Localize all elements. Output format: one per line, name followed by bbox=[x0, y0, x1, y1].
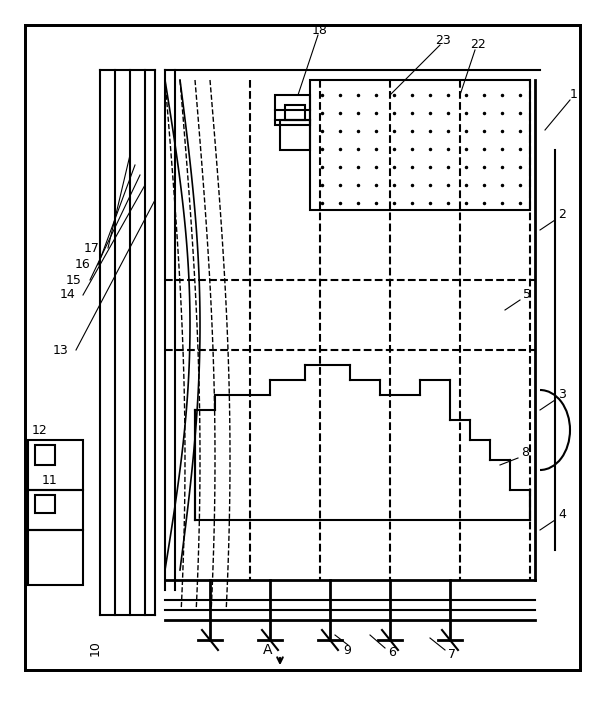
Text: 18: 18 bbox=[312, 23, 328, 37]
Bar bbox=[285, 105, 305, 120]
Text: 17: 17 bbox=[84, 242, 100, 254]
Bar bbox=[35, 445, 55, 465]
Text: A: A bbox=[263, 643, 272, 657]
Text: 22: 22 bbox=[470, 39, 486, 51]
Text: 1: 1 bbox=[570, 89, 578, 101]
Text: 13: 13 bbox=[52, 344, 68, 356]
Text: 5: 5 bbox=[523, 288, 531, 302]
Text: 2: 2 bbox=[558, 209, 566, 221]
Text: 7: 7 bbox=[448, 647, 456, 661]
Text: 12: 12 bbox=[32, 423, 48, 437]
Bar bbox=[275, 95, 310, 125]
Text: 23: 23 bbox=[435, 34, 451, 46]
Bar bbox=[310, 80, 530, 210]
Bar bbox=[28, 490, 83, 530]
Bar bbox=[280, 120, 310, 150]
Text: 8: 8 bbox=[521, 446, 529, 460]
Bar bbox=[28, 440, 83, 490]
Text: 15: 15 bbox=[66, 273, 82, 287]
Text: 14: 14 bbox=[59, 288, 75, 302]
Text: 6: 6 bbox=[388, 645, 396, 659]
Text: 4: 4 bbox=[558, 508, 566, 522]
Bar bbox=[28, 530, 83, 585]
Text: 10: 10 bbox=[89, 640, 102, 656]
Text: 11: 11 bbox=[42, 474, 58, 486]
Bar bbox=[35, 495, 55, 513]
Text: 3: 3 bbox=[558, 389, 566, 401]
Text: 16: 16 bbox=[74, 259, 90, 271]
Text: 9: 9 bbox=[343, 643, 351, 657]
